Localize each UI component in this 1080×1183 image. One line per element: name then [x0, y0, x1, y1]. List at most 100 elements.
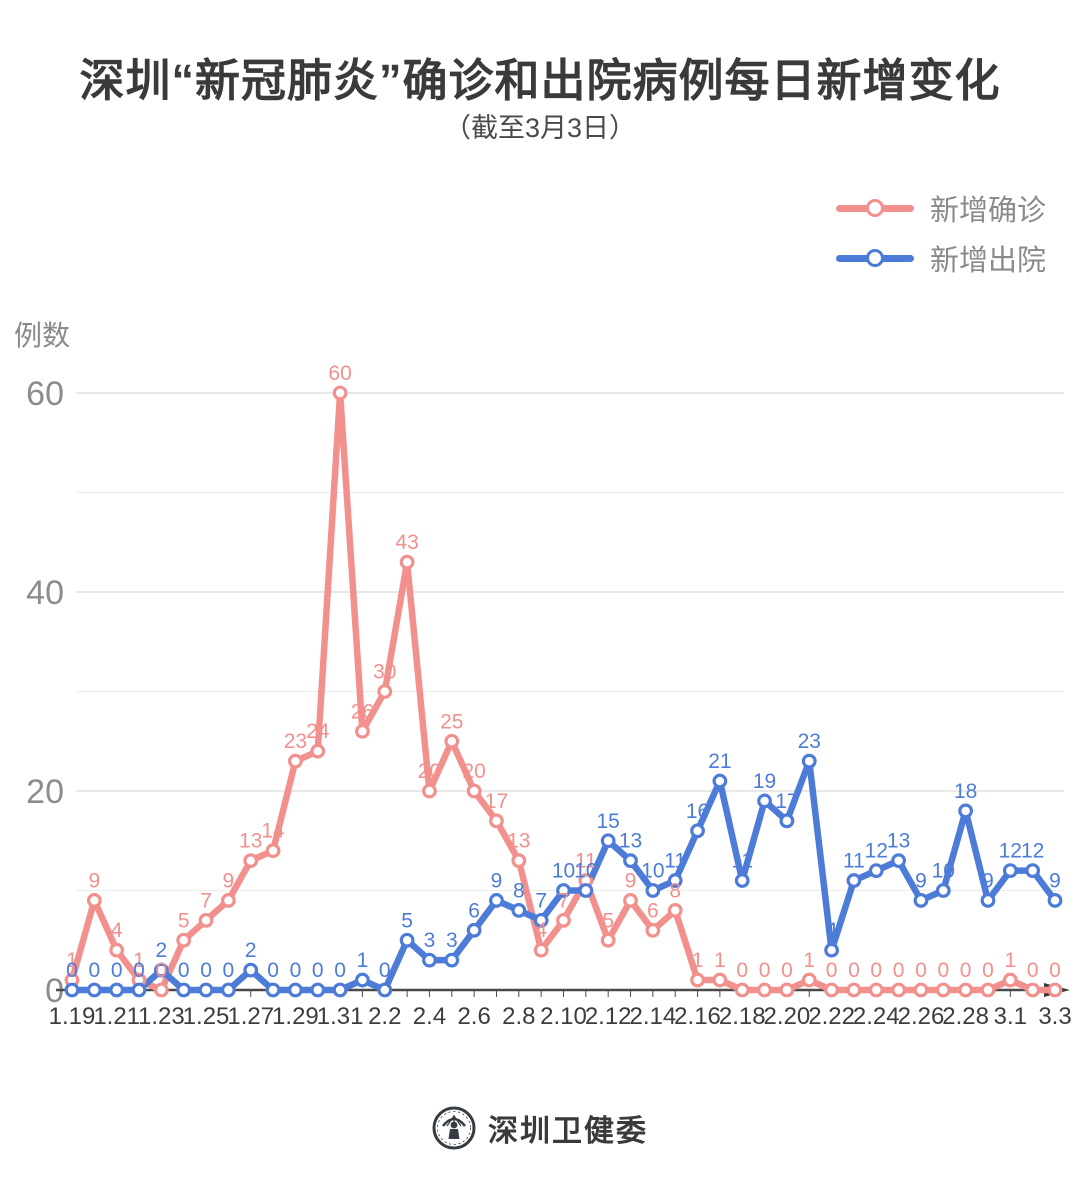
svg-text:0: 0: [893, 959, 905, 982]
org-name: 深圳卫健委: [488, 1115, 648, 1148]
svg-text:2.6: 2.6: [457, 1003, 490, 1030]
svg-text:1: 1: [357, 949, 369, 972]
svg-text:20: 20: [26, 773, 64, 811]
svg-text:0: 0: [915, 959, 927, 982]
svg-text:2.16: 2.16: [674, 1003, 721, 1030]
svg-text:20: 20: [418, 760, 441, 783]
svg-text:13: 13: [507, 830, 530, 853]
svg-text:2.28: 2.28: [942, 1003, 989, 1030]
svg-text:6: 6: [647, 899, 659, 922]
svg-text:3: 3: [446, 929, 458, 952]
legend: 新增确诊 新增出院: [836, 192, 1046, 277]
svg-text:1.23: 1.23: [138, 1003, 185, 1030]
svg-text:1.25: 1.25: [183, 1003, 230, 1030]
svg-text:0: 0: [870, 959, 882, 982]
svg-text:0: 0: [781, 959, 793, 982]
svg-text:12: 12: [1021, 840, 1044, 863]
svg-text:9: 9: [88, 869, 100, 892]
svg-text:0: 0: [223, 959, 235, 982]
svg-text:3.3: 3.3: [1038, 1003, 1071, 1030]
y-axis-title: 例数: [14, 320, 71, 351]
svg-text:0: 0: [88, 959, 100, 982]
svg-text:0: 0: [290, 959, 302, 982]
svg-text:2.10: 2.10: [540, 1003, 587, 1030]
org-seal-icon: [432, 1106, 476, 1150]
svg-text:2.22: 2.22: [808, 1003, 855, 1030]
svg-text:0: 0: [312, 959, 324, 982]
svg-text:2.18: 2.18: [719, 1003, 766, 1030]
svg-text:0: 0: [848, 959, 860, 982]
svg-text:1.19: 1.19: [49, 1003, 96, 1030]
svg-text:16: 16: [686, 800, 709, 823]
svg-text:21: 21: [708, 750, 731, 773]
confirmed-line-swatch: [836, 199, 914, 217]
svg-text:30: 30: [373, 661, 396, 684]
chart-title: 深圳“新冠肺炎”确诊和出院病例每日新增变化: [79, 55, 1001, 106]
svg-text:9: 9: [223, 869, 235, 892]
svg-text:0: 0: [826, 959, 838, 982]
svg-text:4: 4: [826, 919, 838, 942]
svg-text:7: 7: [200, 889, 212, 912]
svg-text:1: 1: [1004, 949, 1016, 972]
confirmed-marker-icon: [866, 199, 884, 217]
svg-text:9: 9: [491, 869, 503, 892]
svg-text:2: 2: [245, 939, 257, 962]
svg-text:1: 1: [133, 949, 145, 972]
svg-text:0: 0: [759, 959, 771, 982]
svg-text:8: 8: [669, 879, 681, 902]
legend-label-discharged: 新增出院: [930, 245, 1047, 277]
svg-text:0: 0: [937, 959, 949, 982]
svg-text:0: 0: [1049, 959, 1061, 982]
svg-text:15: 15: [597, 810, 620, 833]
svg-text:43: 43: [395, 531, 418, 554]
svg-text:0: 0: [45, 972, 64, 1010]
svg-text:5: 5: [401, 909, 413, 932]
svg-text:17: 17: [775, 790, 798, 813]
svg-text:3: 3: [424, 929, 436, 952]
svg-text:60: 60: [328, 362, 351, 385]
svg-text:0: 0: [111, 959, 123, 982]
svg-text:19: 19: [753, 770, 776, 793]
svg-text:9: 9: [982, 869, 994, 892]
svg-text:9: 9: [625, 869, 637, 892]
svg-text:2.20: 2.20: [764, 1003, 811, 1030]
svg-text:5: 5: [178, 909, 190, 932]
svg-text:10: 10: [932, 860, 955, 883]
svg-text:11: 11: [731, 850, 753, 873]
svg-text:0: 0: [133, 959, 145, 982]
svg-text:2.8: 2.8: [502, 1003, 535, 1030]
svg-text:0: 0: [379, 959, 391, 982]
svg-text:18: 18: [954, 780, 977, 803]
svg-text:2.14: 2.14: [630, 1003, 677, 1030]
svg-text:23: 23: [798, 730, 821, 753]
svg-text:9: 9: [1049, 869, 1061, 892]
svg-text:11: 11: [575, 850, 597, 873]
svg-text:26: 26: [351, 700, 374, 723]
svg-text:2.4: 2.4: [413, 1003, 446, 1030]
svg-text:2.24: 2.24: [853, 1003, 900, 1030]
legend-item-confirmed: 新增确诊: [836, 192, 1046, 227]
svg-text:10: 10: [641, 860, 664, 883]
svg-text:0: 0: [178, 959, 190, 982]
svg-text:4: 4: [535, 919, 547, 942]
svg-text:2.12: 2.12: [585, 1003, 632, 1030]
svg-text:1: 1: [714, 949, 726, 972]
svg-text:0: 0: [200, 959, 212, 982]
svg-text:13: 13: [887, 830, 910, 853]
svg-text:3.1: 3.1: [994, 1003, 1027, 1030]
svg-text:2: 2: [156, 939, 168, 962]
svg-text:10: 10: [574, 860, 597, 883]
svg-text:0: 0: [267, 959, 279, 982]
svg-text:1.31: 1.31: [317, 1003, 364, 1030]
svg-text:20: 20: [462, 760, 485, 783]
svg-text:7: 7: [558, 889, 570, 912]
svg-text:0: 0: [156, 959, 168, 982]
svg-text:0: 0: [982, 959, 994, 982]
svg-text:12: 12: [865, 840, 888, 863]
svg-text:2.26: 2.26: [898, 1003, 945, 1030]
svg-text:1: 1: [803, 949, 815, 972]
svg-text:1.29: 1.29: [272, 1003, 319, 1030]
svg-text:1.27: 1.27: [227, 1003, 274, 1030]
